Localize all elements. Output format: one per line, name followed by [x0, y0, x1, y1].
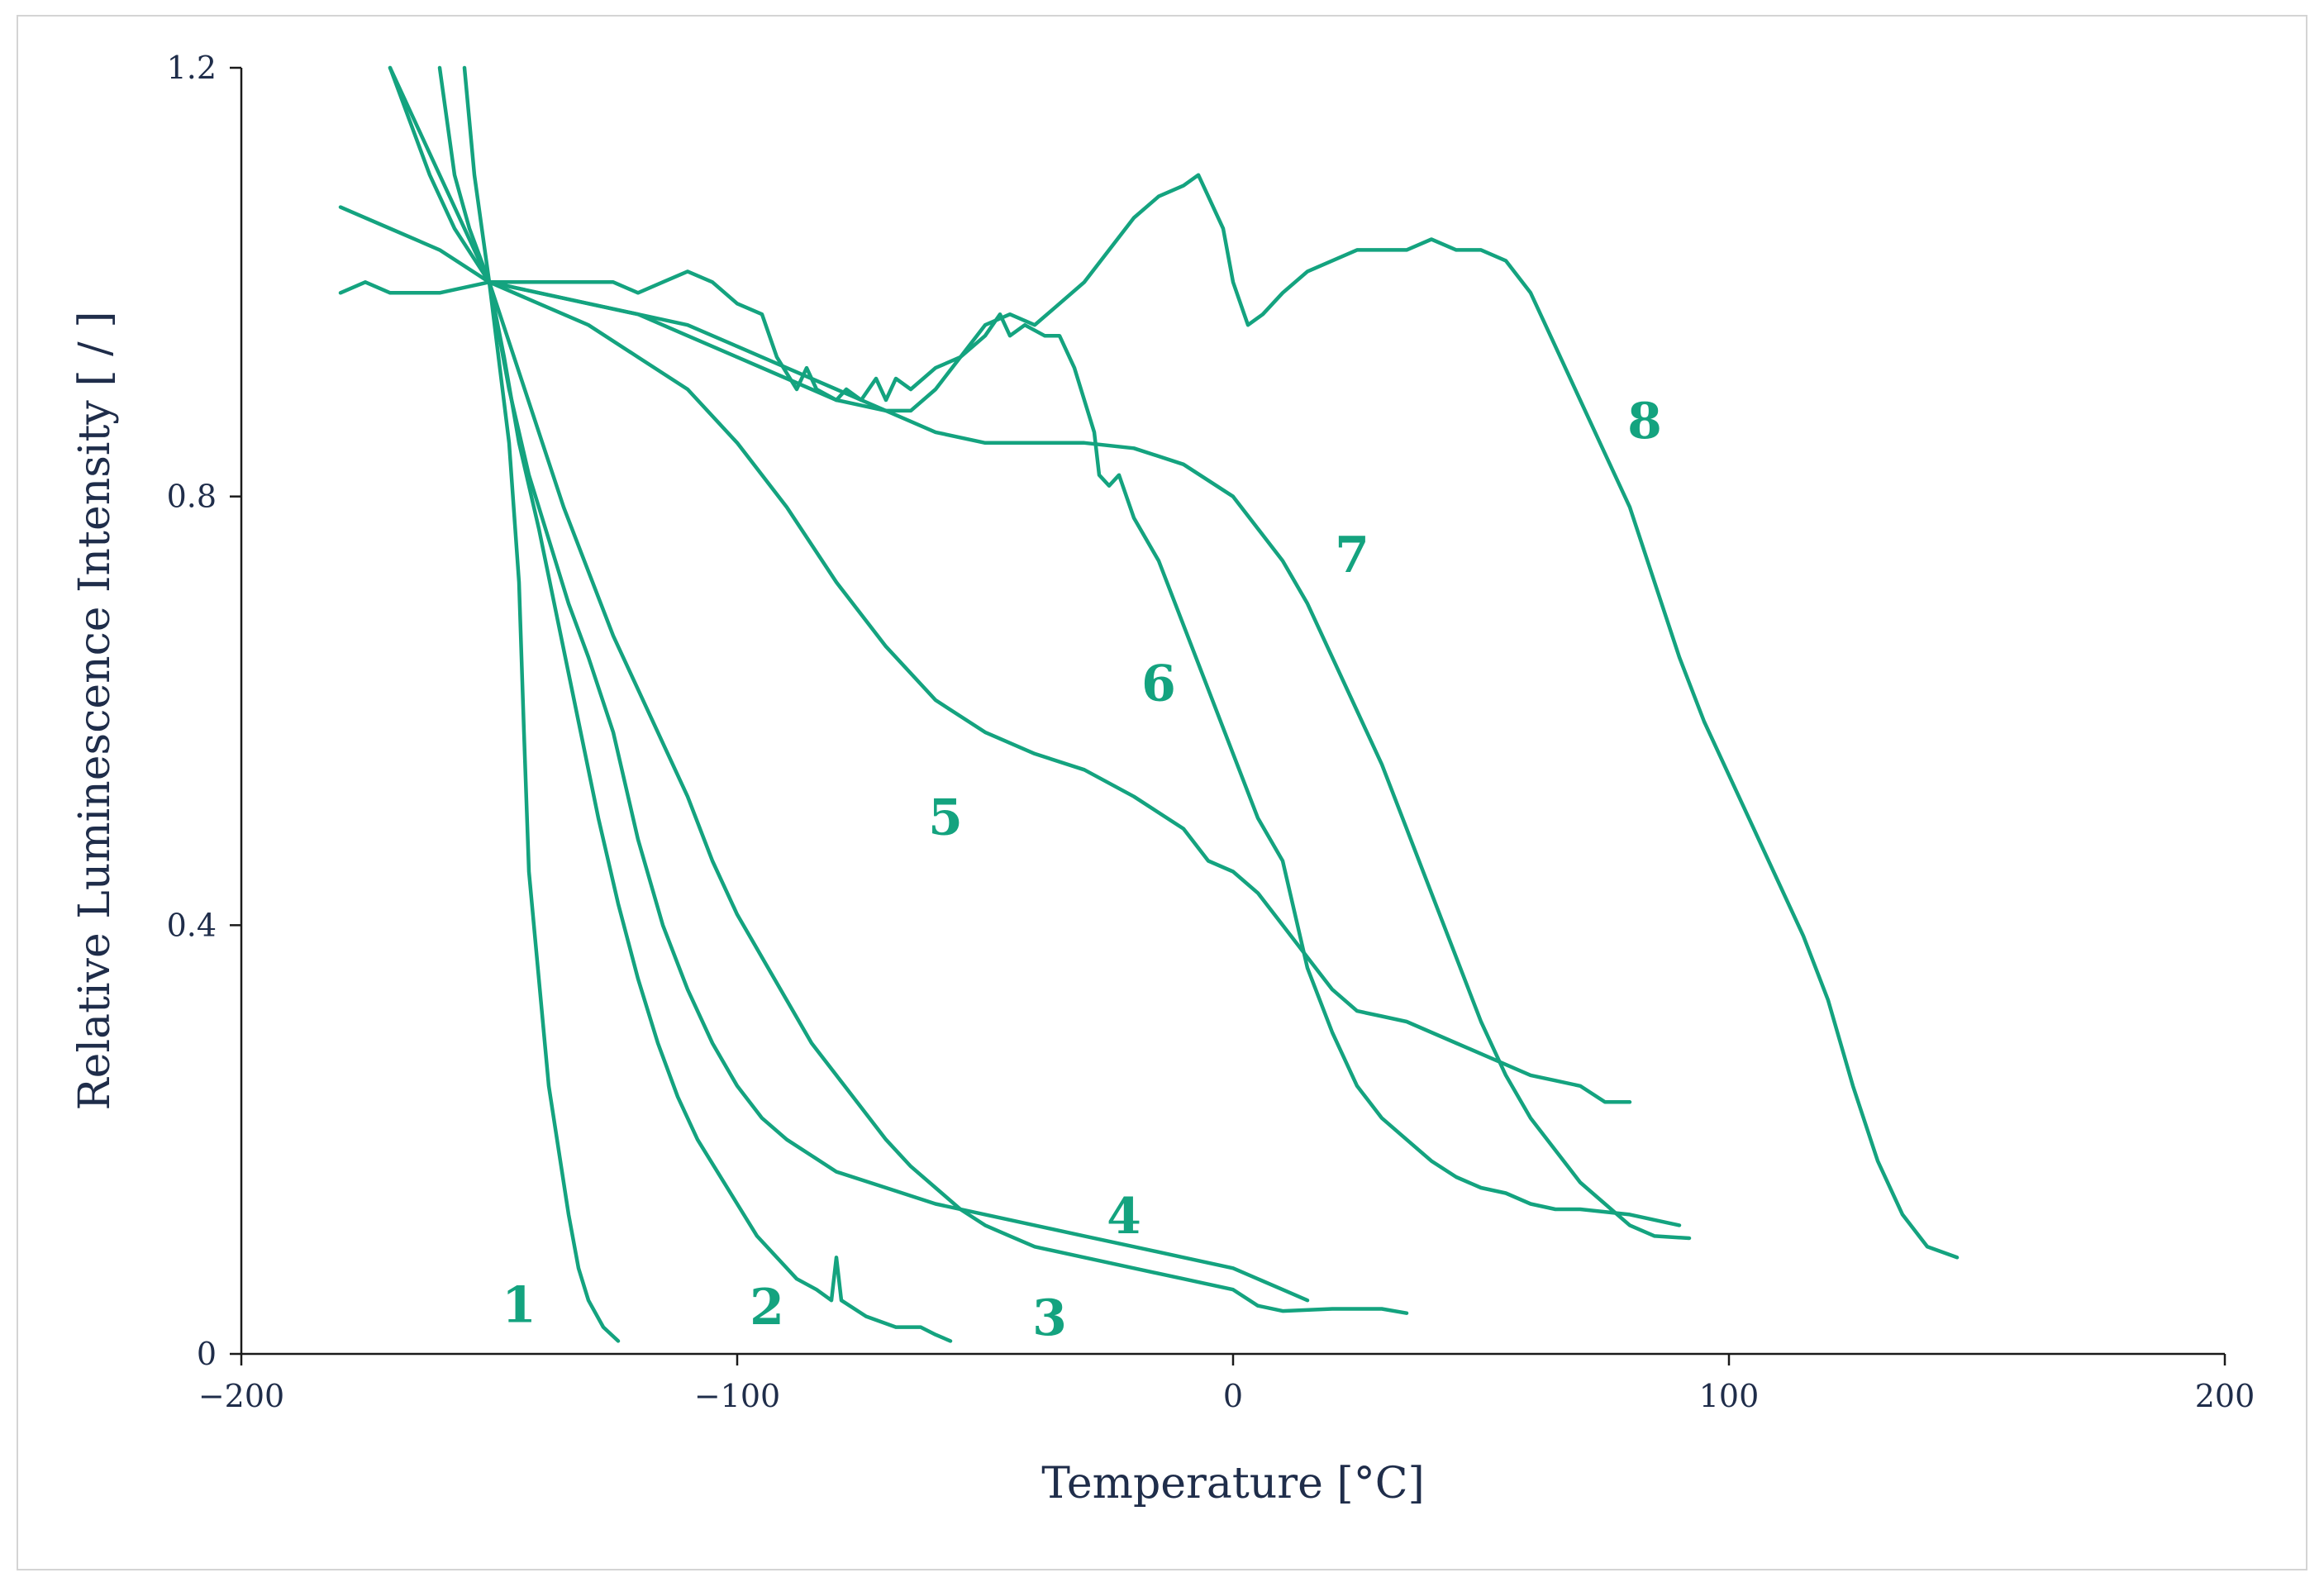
x-axis-title: Temperature [°C] [1041, 1459, 1425, 1508]
x-tick-label: 200 [2195, 1378, 2255, 1414]
series-5-line [338, 205, 1632, 1104]
series-2-label: 2 [750, 1279, 784, 1337]
y-tick-label: 0 [197, 1336, 217, 1372]
y-axis-title: Relative Luminescence Intensity [ / ] [70, 312, 120, 1111]
series-layer [338, 65, 1960, 1343]
series-8-label: 8 [1627, 393, 1662, 450]
series-6-line [487, 269, 1682, 1227]
series-3-label: 3 [1032, 1289, 1067, 1347]
series-4-label: 4 [1107, 1188, 1141, 1246]
series-8-line [487, 173, 1960, 1260]
y-tick-label: 0.4 [167, 907, 217, 943]
x-tick-label: 100 [1699, 1378, 1760, 1414]
y-tick-label: 0.8 [167, 479, 217, 515]
series-label-layer: 1 2 34 5 6 7 8 [502, 393, 1662, 1347]
chart-frame [17, 15, 2307, 1570]
series-2-line [437, 65, 953, 1343]
y-tick-label: 1.2 [167, 50, 217, 86]
series-5-label: 5 [928, 789, 963, 847]
x-tick-label: −200 [198, 1378, 284, 1414]
y-axis-ticks: 0 0.4 0.8 1.2 [167, 50, 241, 1372]
x-tick-label: 0 [1223, 1378, 1243, 1414]
series-6-label: 6 [1141, 655, 1176, 713]
series-1-label: 1 [502, 1277, 536, 1335]
series-7-label: 7 [1335, 527, 1369, 584]
series-3-line [388, 65, 1310, 1303]
x-tick-label: −100 [694, 1378, 780, 1414]
x-axis-ticks: −200 −100 0 100 200 [198, 1354, 2255, 1414]
series-1-line [462, 65, 621, 1343]
series-4-line [388, 65, 1409, 1315]
series-7-line [338, 280, 1692, 1241]
